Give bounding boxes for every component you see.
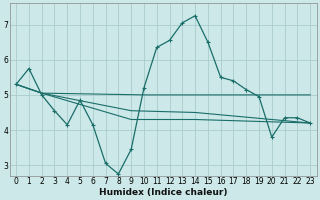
X-axis label: Humidex (Indice chaleur): Humidex (Indice chaleur) [99, 188, 228, 197]
